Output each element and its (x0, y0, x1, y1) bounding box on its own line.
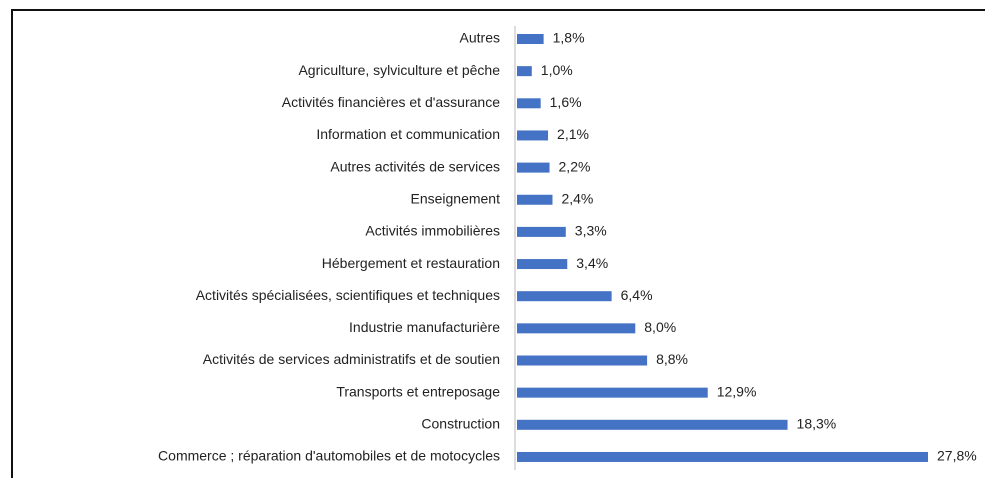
bar (517, 291, 612, 302)
value-label: 1,0% (541, 62, 573, 78)
value-label: 27,8% (937, 448, 977, 464)
value-label: 8,0% (644, 319, 676, 335)
category-label: Autres activités de services (330, 158, 500, 174)
category-label: Information et communication (316, 126, 500, 142)
value-label: 2,2% (559, 158, 591, 174)
category-label: Autres (460, 30, 500, 46)
category-label: Industrie manufacturière (349, 319, 500, 335)
category-label: Agriculture, sylviculture et pêche (298, 62, 500, 78)
bar (517, 355, 648, 366)
bar (517, 387, 708, 398)
value-label: 3,3% (575, 223, 607, 239)
bar (517, 130, 549, 141)
bar (517, 98, 541, 109)
category-label: Activités immobilières (365, 223, 500, 239)
bar (517, 226, 566, 237)
bar (517, 162, 550, 173)
category-label: Activités de services administratifs et … (203, 351, 500, 367)
value-label: 6,4% (621, 287, 653, 303)
category-label: Construction (421, 416, 500, 432)
bar (517, 419, 788, 430)
value-label: 1,8% (553, 30, 585, 46)
value-label: 8,8% (656, 351, 688, 367)
bar (517, 194, 553, 205)
category-label: Enseignement (410, 190, 500, 206)
frame (11, 9, 985, 478)
bar (517, 451, 928, 462)
value-label: 18,3% (797, 416, 837, 432)
category-label: Activités spécialisées, scientifiques et… (196, 287, 500, 303)
category-label: Activités financières et d'assurance (282, 94, 500, 110)
bar (517, 259, 568, 270)
bar (517, 323, 636, 334)
value-label: 2,1% (557, 126, 589, 142)
bar (517, 34, 544, 44)
value-label: 3,4% (576, 255, 608, 271)
value-label: 1,6% (550, 94, 582, 110)
category-label: Commerce ; réparation d'automobiles et d… (158, 448, 500, 464)
bar (517, 66, 532, 77)
value-label: 12,9% (717, 383, 757, 399)
value-label: 2,4% (561, 190, 593, 206)
category-label: Transports et entreposage (336, 383, 500, 399)
category-label: Hébergement et restauration (322, 255, 500, 271)
